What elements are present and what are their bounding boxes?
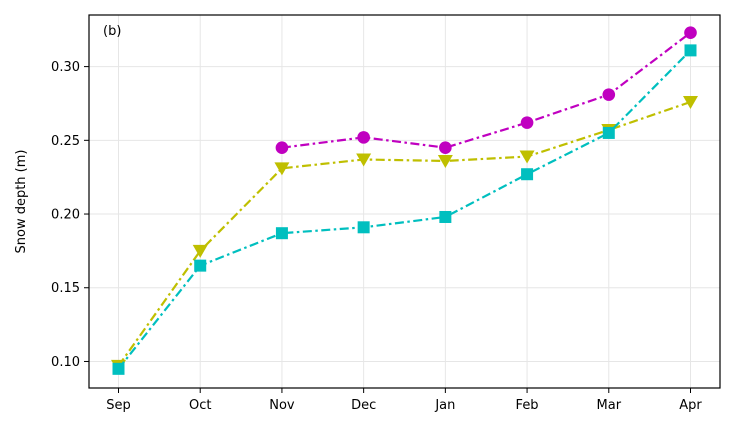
ticks: Sep Oct Nov Dec Jan Feb Mar Apr 0.10 0.15 0.20 0.25… <box>51 60 702 413</box>
data-point-square <box>112 362 125 375</box>
y-tick-label: 0.30 <box>51 60 80 75</box>
x-tick-label: Oct <box>189 398 211 413</box>
plot-frame <box>88 14 721 389</box>
series-line <box>281 31 692 149</box>
x-tick-label: Sep <box>106 398 131 413</box>
y-tick-label: 0.10 <box>51 355 80 370</box>
series-circle <box>275 26 697 154</box>
x-tick-label: Nov <box>269 398 295 413</box>
data-point-square <box>684 44 697 57</box>
data-point-triangle <box>437 154 453 168</box>
data-point-square <box>194 259 207 272</box>
data-point-circle <box>439 141 452 154</box>
x-tick-label: Feb <box>516 398 539 413</box>
x-tick-label: Dec <box>351 398 376 413</box>
data-point-square <box>602 126 615 139</box>
grid <box>89 15 720 388</box>
data-point-circle <box>602 88 616 101</box>
data-point-square <box>275 227 288 240</box>
x-tick-label: Mar <box>597 398 622 413</box>
x-tick-label: Jan <box>434 398 455 413</box>
data-point-circle <box>520 116 534 129</box>
data-point-triangle <box>683 95 698 109</box>
data-point-circle <box>684 26 697 39</box>
data-point-circle <box>357 131 370 144</box>
data-point-square <box>357 221 370 234</box>
series-line <box>117 100 691 367</box>
data-point-triangle <box>192 244 208 258</box>
data-point-triangle <box>356 153 372 167</box>
y-tick-label: 0.20 <box>51 208 80 223</box>
panel-label: (b) <box>103 24 121 39</box>
series-square <box>112 44 697 375</box>
data-point-triangle <box>519 150 535 164</box>
data-point-square <box>521 168 534 181</box>
x-tick-label: Apr <box>679 398 702 413</box>
data-point-triangle <box>274 162 290 176</box>
y-tick-label: 0.15 <box>51 281 80 296</box>
series-layer <box>111 26 698 375</box>
data-point-circle <box>275 141 289 154</box>
data-point-square <box>439 210 452 223</box>
y-tick-label: 0.25 <box>51 134 80 149</box>
y-axis-label: Snow depth (m) <box>14 150 29 254</box>
